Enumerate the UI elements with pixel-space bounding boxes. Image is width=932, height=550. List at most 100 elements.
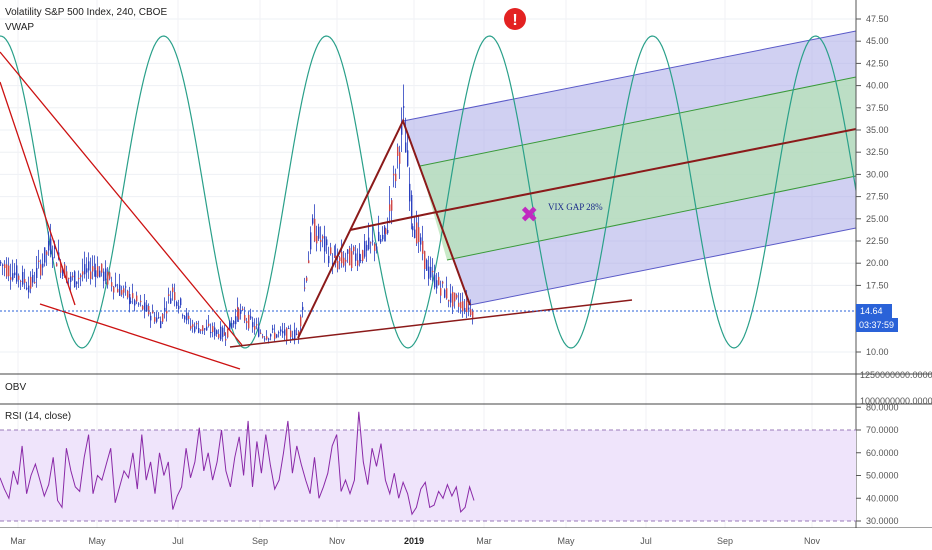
price-axis-tick-label: 37.50 <box>866 103 889 113</box>
candle-body <box>414 229 416 239</box>
candle-body <box>0 261 2 264</box>
time-axis-label: Mar <box>10 536 26 546</box>
candle-body <box>144 302 146 312</box>
candle-body <box>270 334 272 337</box>
candle-body <box>121 290 123 295</box>
candle-body <box>418 227 420 242</box>
candle-body <box>162 313 164 322</box>
candle-body <box>115 284 117 287</box>
candle-body <box>274 332 276 339</box>
candle-body <box>426 260 428 271</box>
candle-body <box>462 301 464 312</box>
price-axis-tick-label: 42.50 <box>866 58 889 68</box>
alert-icon[interactable]: ! <box>504 8 526 30</box>
candle-body <box>343 257 345 266</box>
pitchfork-legs <box>297 118 471 339</box>
candle-body <box>460 301 462 309</box>
candle-body <box>2 264 4 266</box>
candle-body <box>268 338 270 340</box>
rsi-pane[interactable]: RSI (14, close) 80.0000 70.0000 60.0000 50.… <box>0 402 899 526</box>
candle-body <box>6 264 8 277</box>
channel-lower-line <box>469 227 857 306</box>
rsi-axis-tick-label: 50.0000 <box>866 471 899 481</box>
candle-body <box>456 295 458 298</box>
time-axis-label: Nov <box>329 536 346 546</box>
candle-body <box>224 332 226 336</box>
candle-body <box>294 329 296 340</box>
trendline-upper-red <box>0 51 243 346</box>
candle-body <box>339 257 341 262</box>
candle-body <box>99 270 101 278</box>
candle-body <box>4 264 6 269</box>
vwap-label: VWAP <box>5 22 34 33</box>
rsi-axis-tick-label: 40.0000 <box>866 493 899 503</box>
candle-body <box>235 316 237 325</box>
candle-body <box>337 261 339 270</box>
candle-body <box>72 275 74 278</box>
channel-inner-fill <box>420 77 856 260</box>
time-axis-label: 2019 <box>404 536 424 546</box>
price-axis[interactable]: 47.50 45.00 42.50 40.00 37.50 35.00 32.50 30.00… <box>855 0 932 550</box>
candle-body <box>430 266 432 278</box>
candle-body <box>150 315 152 321</box>
candle-body <box>94 268 96 270</box>
obv-pane[interactable]: OBV 1250000000.0000 1000000000.0000 <box>5 370 932 406</box>
sine-cycle-line <box>0 35 857 349</box>
candle-body <box>252 322 254 328</box>
candle-body <box>395 173 397 182</box>
candle-body <box>416 222 418 244</box>
candle-body <box>424 251 426 270</box>
candle-body <box>238 308 240 320</box>
candle-body <box>470 309 472 316</box>
time-axis-label: Sep <box>252 536 268 546</box>
vix-gap-annotation: VIX GAP 28% <box>548 202 603 212</box>
candle-body <box>409 183 411 202</box>
candle-body <box>225 338 227 341</box>
candle-body <box>132 293 134 299</box>
candle-body <box>304 287 306 289</box>
candle-body <box>380 239 382 243</box>
candle-body <box>318 226 320 239</box>
candle-body <box>46 251 48 255</box>
candle-body <box>438 276 440 285</box>
candle-body <box>164 307 166 312</box>
candle-body <box>10 277 12 280</box>
candle-body <box>188 315 190 319</box>
candle-body <box>152 310 154 314</box>
candle-body <box>378 231 380 242</box>
time-axis[interactable]: Mar May Jul Sep Nov 2019 Mar May Jul Sep Nov <box>0 528 932 550</box>
candle-body <box>60 263 62 273</box>
candle-body <box>264 338 266 340</box>
candle-body <box>237 306 239 317</box>
time-axis-label: Jul <box>640 536 652 546</box>
candle-body <box>62 269 64 276</box>
candle-body <box>412 226 414 231</box>
candle-body <box>374 243 376 251</box>
candle-body <box>411 194 413 217</box>
candle-body <box>204 328 206 330</box>
candle-body <box>78 277 80 280</box>
candle-body <box>212 326 214 333</box>
rsi-axis-tick-label: 80.0000 <box>866 402 899 412</box>
candle-body <box>360 259 362 261</box>
candle-body <box>466 300 468 312</box>
candle-body <box>172 287 174 293</box>
candle-body <box>330 247 332 254</box>
candle-body <box>353 246 355 252</box>
candle-body <box>95 270 97 277</box>
candle-body <box>125 286 127 288</box>
price-axis-tick-label: 22.50 <box>866 236 889 246</box>
channel-upper-line <box>402 30 857 122</box>
trendline-steep-red <box>0 81 76 306</box>
candle-body <box>90 271 92 279</box>
candle-body <box>168 294 170 296</box>
candle-body <box>105 268 107 281</box>
rsi-title: RSI (14, close) <box>5 411 71 422</box>
candle-body <box>370 242 372 244</box>
candle-body <box>160 321 162 329</box>
last-price-label: 14.64 <box>860 306 883 316</box>
time-axis-label: Sep <box>717 536 733 546</box>
candle-body <box>140 300 142 303</box>
candle-body <box>345 259 347 262</box>
